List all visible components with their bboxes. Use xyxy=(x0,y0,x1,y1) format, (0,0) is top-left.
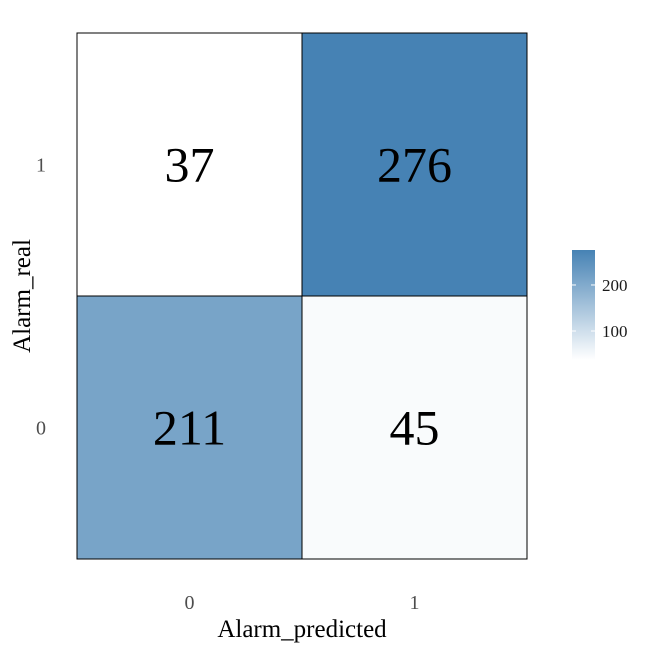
y-axis-ticks: 01 xyxy=(36,155,46,440)
y-axis-title: Alarm_real xyxy=(9,239,36,353)
heatmap-cell xyxy=(76,32,303,297)
cell-value-label: 37 xyxy=(165,137,215,193)
cell-value-label: 276 xyxy=(377,137,452,193)
heatmap-cell xyxy=(301,32,528,297)
color-legend: 100 200 xyxy=(572,250,628,360)
heatmap-cell xyxy=(301,295,528,560)
y-tick-label: 0 xyxy=(36,418,46,440)
y-tick-label: 1 xyxy=(36,155,46,177)
cell-value-label: 211 xyxy=(153,400,226,456)
heatmap-cells: 37 276 211 45 xyxy=(76,32,528,560)
cell-value-label: 45 xyxy=(390,400,440,456)
x-tick-label: 0 xyxy=(185,592,195,614)
x-tick-label: 1 xyxy=(410,592,420,614)
heatmap-cell xyxy=(76,295,303,560)
legend-break-label: 100 xyxy=(602,322,628,341)
legend-colorbar xyxy=(572,250,595,360)
legend-break-label: 200 xyxy=(602,276,628,295)
x-axis-title: Alarm_predicted xyxy=(217,616,387,643)
